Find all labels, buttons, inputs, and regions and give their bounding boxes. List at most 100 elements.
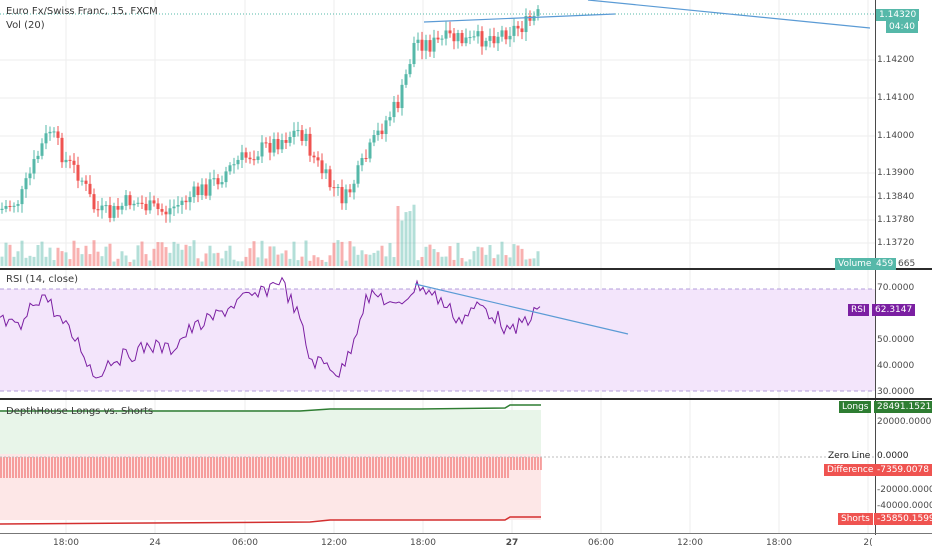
time-axis-label: 06:00 (232, 538, 258, 548)
volume-bar (192, 240, 196, 266)
volume-bar (232, 259, 236, 266)
candle-body (156, 203, 160, 210)
volume-bar (4, 242, 8, 266)
volume-bar (312, 255, 316, 266)
volume-bar (60, 251, 64, 266)
candle-body (396, 101, 400, 109)
volume-bar (464, 261, 468, 266)
volume-bar (176, 243, 180, 266)
volume-bar (172, 241, 176, 266)
time-axis-label: 12:00 (321, 538, 347, 548)
volume-bar (268, 246, 272, 266)
candle-body (176, 205, 180, 207)
candle-body (428, 40, 432, 52)
candle-body (196, 186, 200, 196)
candle-body (56, 131, 60, 138)
candle-body (228, 165, 232, 172)
candle-body (72, 160, 76, 165)
volume-bar (56, 247, 60, 266)
rsi-axis-label: 70.0000 (877, 283, 915, 293)
volume-bar (492, 258, 496, 266)
volume-bar (20, 240, 24, 266)
volume-bar (508, 257, 512, 266)
volume-axis-label: 665 (898, 259, 916, 269)
volume-bar (452, 259, 456, 266)
candle-body (192, 186, 196, 198)
volume-bar (156, 242, 160, 266)
volume-bar (432, 249, 436, 266)
volume-bar (248, 248, 252, 266)
volume-bar (112, 261, 116, 266)
volume-bar (308, 260, 312, 266)
volume-bar (488, 245, 492, 266)
candle-body (464, 37, 468, 44)
volume-bar (392, 257, 396, 266)
candle-body (384, 120, 388, 135)
volume-bar (300, 256, 304, 266)
candle-body (32, 159, 36, 174)
volume-bar (12, 256, 16, 266)
candle-body (312, 155, 316, 158)
candle-body (352, 183, 356, 193)
candle-body (476, 31, 480, 37)
volume-bar (328, 255, 332, 266)
candle-body (8, 205, 12, 207)
volume-bar (496, 254, 500, 266)
volume-indicator-title[interactable]: Vol (20) (6, 20, 45, 31)
volume-bar (296, 260, 300, 266)
price-axis-label: 1.13840 (877, 192, 915, 202)
candle-body (152, 200, 156, 204)
volume-bar (212, 253, 216, 266)
volume-bar (272, 246, 276, 266)
time-axis-label: 18:00 (410, 538, 436, 548)
candle-body (36, 155, 40, 160)
volume-bar (536, 251, 540, 266)
pane-separator-volume-rsi[interactable] (0, 268, 932, 270)
volume-bar (428, 244, 432, 266)
volume-bar (404, 212, 408, 266)
volume-bar (216, 252, 220, 266)
volume-bar (8, 244, 12, 266)
candle-body (4, 205, 8, 209)
volume-bar (460, 257, 464, 266)
rsi-line (0, 276, 541, 379)
candle-body (108, 205, 112, 218)
volume-bar (40, 241, 44, 266)
candle-body (288, 136, 292, 143)
longs-area (0, 410, 541, 454)
candle-body (188, 197, 192, 203)
volume-bar (236, 261, 240, 266)
rsi-trend-line (414, 283, 629, 335)
volume-bar (424, 246, 428, 266)
candle-body (96, 209, 100, 211)
volume-bar (92, 240, 96, 266)
volume-bar (388, 242, 392, 266)
pane-separator-rsi-depth[interactable] (0, 398, 932, 400)
volume-bar (440, 256, 444, 266)
depth-indicator-title[interactable]: DepthHouse Longs vs. Shorts (6, 406, 154, 417)
volume-bar (468, 259, 472, 266)
volume-bar (228, 245, 232, 266)
symbol-title[interactable]: Euro Fx/Swiss Franc, 15, FXCM (6, 6, 158, 17)
volume-bar (68, 259, 72, 266)
volume-bar (352, 246, 356, 266)
volume-bar (512, 244, 516, 266)
time-axis-border (0, 533, 932, 534)
volume-bar (368, 254, 372, 266)
candle-body (84, 180, 88, 184)
rsi-value-tag: 62.3147 (872, 304, 916, 316)
candle-body (224, 171, 228, 183)
last-price-tag: 1.14320 (876, 9, 920, 21)
volume-bar (76, 247, 80, 266)
price-axis-label: 1.14000 (877, 131, 915, 141)
candle-body (16, 204, 20, 206)
candle-body (128, 195, 132, 206)
candle-body (68, 159, 72, 161)
candle-body (484, 40, 488, 47)
candle-body (212, 178, 216, 180)
volume-bar (16, 251, 20, 266)
price-axis-label: 1.14100 (877, 93, 915, 103)
rsi-indicator-title[interactable]: RSI (14, close) (6, 274, 79, 285)
difference-label-tag: Difference (824, 464, 877, 476)
